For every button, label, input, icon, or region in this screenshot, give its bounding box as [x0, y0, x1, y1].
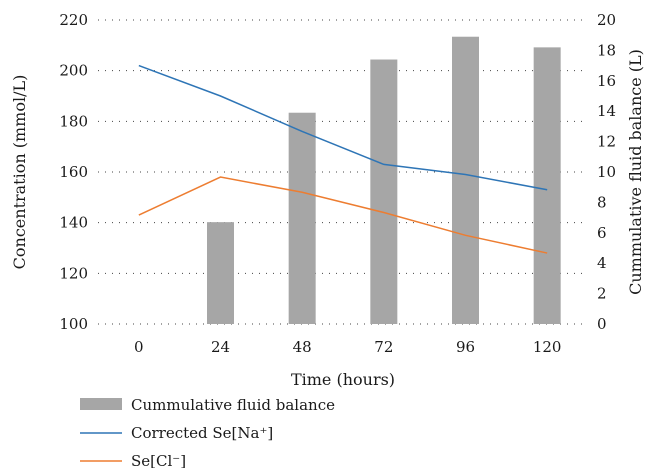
right-tick-label: 2	[597, 285, 607, 303]
legend-label-cl: Se[Cl⁻]	[131, 452, 186, 468]
corrected-na-line	[138, 64, 548, 191]
right-tick-label: 12	[597, 133, 616, 151]
legend-label-corrected-na: Corrected Se[Na⁺]	[131, 424, 273, 442]
legend-label-fluid-balance: Cummulative fluid balance	[131, 396, 335, 414]
left-tick-label: 160	[59, 163, 88, 181]
right-tick-label: 14	[597, 102, 616, 120]
right-tick-label: 18	[597, 41, 616, 59]
x-tick-label: 120	[533, 338, 562, 356]
right-axis-title: Cummulative fluid balance (L)	[626, 49, 645, 295]
x-tick-label: 72	[374, 338, 393, 356]
left-tick-label: 140	[59, 214, 88, 232]
x-axis-title: Time (hours)	[291, 370, 395, 389]
x-tick-label: 0	[134, 338, 144, 356]
right-tick-label: 4	[597, 254, 607, 272]
grid	[98, 19, 588, 325]
fluid-balance-bar	[288, 112, 316, 324]
cl-line	[138, 176, 548, 254]
right-tick-label: 16	[597, 72, 616, 90]
right-tick-label: 20	[597, 11, 616, 29]
fluid-balance-bar	[452, 36, 479, 324]
legend: Cummulative fluid balance Corrected Se[N…	[80, 396, 335, 468]
x-tick-label: 48	[293, 338, 312, 356]
x-axis-ticks: 0 24 48 72 96 120	[134, 338, 561, 356]
fluid-balance-bar	[207, 222, 234, 324]
x-tick-label: 96	[456, 338, 475, 356]
left-axis-ticks: 100 120 140 160 180 200 220	[59, 11, 88, 333]
fluid-balance-bar	[370, 59, 398, 325]
right-tick-label: 6	[597, 224, 607, 242]
left-tick-label: 220	[59, 11, 88, 29]
line-series	[138, 64, 548, 254]
bar-series	[207, 36, 561, 325]
left-axis-title: Concentration (mmol/L)	[10, 75, 29, 270]
x-tick-label: 24	[211, 338, 230, 356]
right-axis-ticks: 0 2 4 6 8 10 12 14 16 18 20	[597, 11, 616, 333]
left-tick-label: 180	[59, 112, 88, 130]
legend-swatch-fluid-balance	[80, 398, 122, 410]
left-tick-label: 200	[59, 62, 88, 80]
fluid-balance-bar	[533, 47, 561, 325]
right-tick-label: 0	[597, 315, 607, 333]
right-tick-label: 8	[597, 193, 607, 211]
right-tick-label: 10	[597, 163, 616, 181]
left-tick-label: 100	[59, 315, 88, 333]
left-tick-label: 120	[59, 264, 88, 282]
